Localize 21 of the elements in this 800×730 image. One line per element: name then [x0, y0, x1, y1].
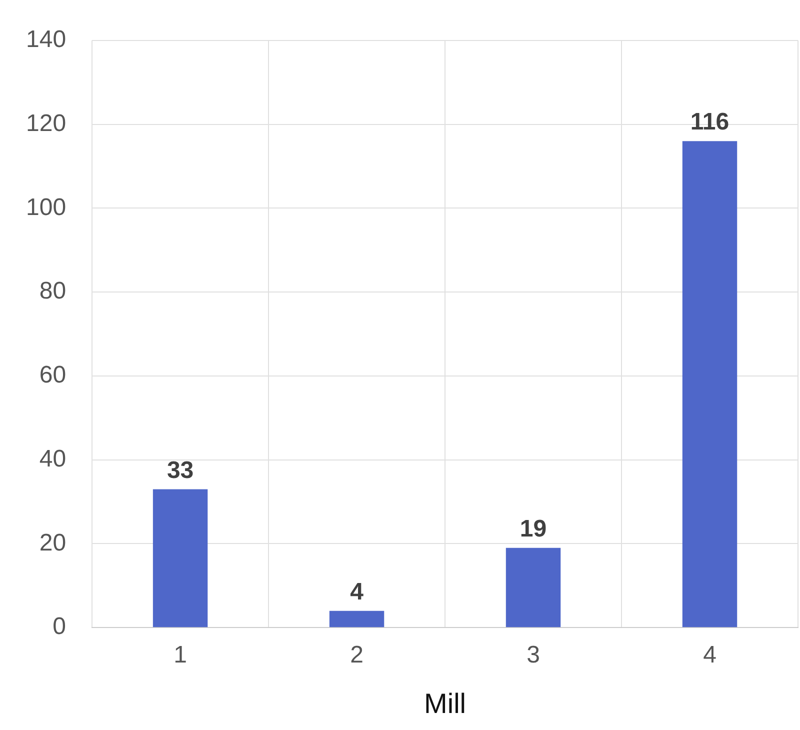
x-axis-title: Mill: [424, 688, 466, 719]
y-tick-label: 80: [39, 278, 66, 305]
bar: [682, 141, 738, 628]
y-tick-label: 0: [52, 613, 66, 640]
y-tick-label: 20: [39, 529, 66, 556]
x-tick-label: 1: [174, 642, 187, 669]
bar: [506, 548, 561, 628]
data-label: 4: [350, 578, 364, 606]
y-tick-label: 140: [26, 26, 66, 54]
x-tick-label: 3: [526, 642, 540, 669]
x-tick-label: 4: [703, 642, 716, 669]
data-label: 19: [520, 516, 547, 543]
bar: [152, 489, 208, 628]
bar: [329, 610, 384, 628]
y-tick-label: 40: [39, 445, 66, 472]
data-label: 33: [166, 456, 194, 484]
y-tick-label: 100: [26, 194, 66, 221]
x-tick-label: 2: [350, 642, 364, 669]
data-label: 116: [690, 108, 730, 136]
y-tick-label: 60: [39, 362, 66, 389]
y-tick-label: 120: [26, 110, 66, 137]
